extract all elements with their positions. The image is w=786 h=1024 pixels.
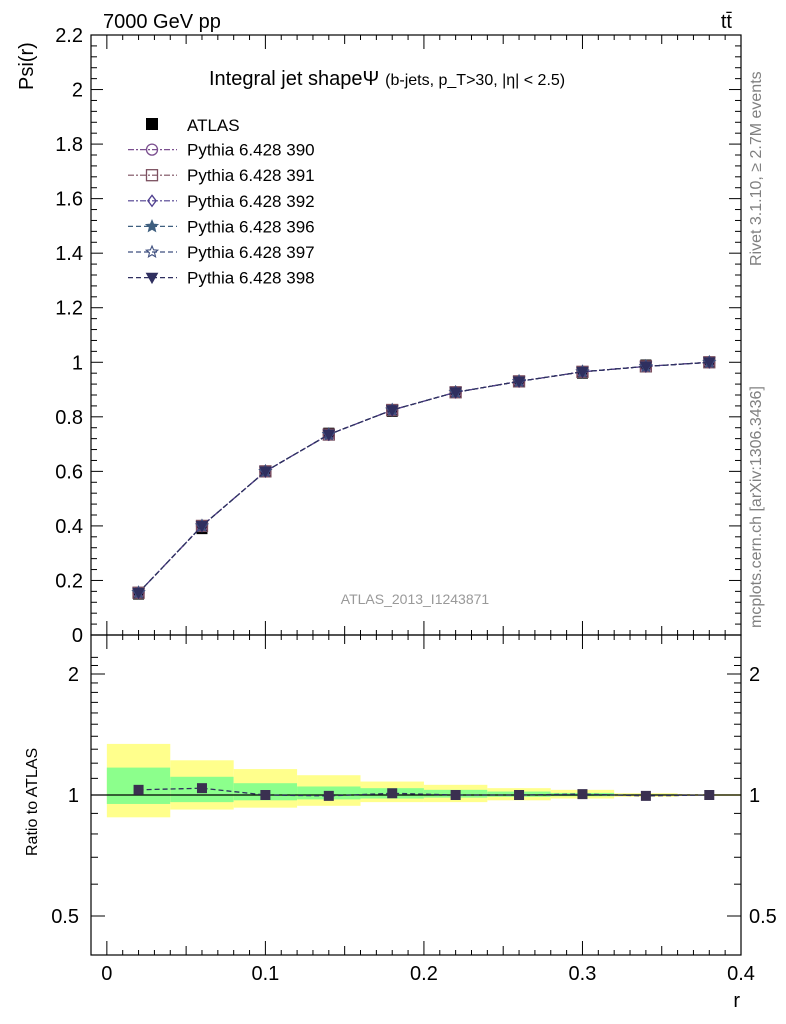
legend-label: Pythia 6.428 391 [187, 166, 315, 185]
legend-marker [147, 194, 157, 208]
y-tick-label: 0.6 [55, 461, 83, 483]
source-label: mcplots.cern.ch [arXiv:1306.3436] [748, 386, 765, 628]
ratio-point [260, 790, 271, 800]
mc-series-marker [576, 366, 589, 379]
x-tick-label: 0 [101, 963, 112, 985]
chart-title-main: Integral jet shapeΨ [209, 68, 379, 90]
ratio-point [514, 790, 525, 800]
x-axis-title: r [733, 990, 740, 1012]
process-label: tt̄ [721, 11, 733, 33]
analysis-watermark: ATLAS_2013_I1243871 [341, 591, 490, 607]
ratio-point [450, 790, 461, 800]
mc-series-line [138, 361, 710, 594]
ratio-point [704, 790, 715, 800]
x-tick-label: 0.3 [569, 963, 597, 985]
x-tick-label: 0.4 [727, 963, 755, 985]
legend-label: Pythia 6.428 396 [187, 217, 315, 236]
legend-marker [145, 272, 159, 285]
y-tick-label: 0.2 [55, 570, 83, 592]
legend-label: Pythia 6.428 390 [187, 141, 315, 160]
mc-series-marker [132, 587, 145, 600]
y-tick-label: 1 [72, 352, 83, 374]
mc-series-marker [639, 361, 653, 373]
legend-label: Pythia 6.428 398 [187, 269, 315, 288]
x-tick-label: 0.2 [410, 963, 438, 985]
ratio-line [138, 787, 710, 797]
ratio-panel-frame [90, 634, 742, 956]
y-tick-label: 0 [72, 625, 83, 647]
rivet-label: Rivet 3.1.10, ≥ 2.7M events [748, 71, 765, 266]
ratio-point [387, 788, 398, 799]
ratio-point [196, 783, 207, 794]
legend-label: Pythia 6.428 392 [187, 192, 315, 211]
mc-series-line [138, 361, 710, 594]
mc-series-marker [385, 405, 399, 417]
chart-title: Integral jet shapeΨ (b-jets, p_T>30, |η| … [209, 68, 565, 90]
mc-series-line [138, 361, 710, 594]
legend-atlas-marker [146, 118, 158, 130]
mc-series-marker [512, 376, 526, 388]
mc-series-marker [449, 387, 462, 399]
ratio-point [577, 789, 588, 800]
y-tick-label: 0.4 [55, 516, 83, 538]
mc-series-line [138, 361, 710, 594]
ratio-point [640, 790, 651, 801]
mc-series-marker [195, 521, 209, 533]
y-axis-title: Psi(r) [16, 42, 38, 90]
y-tick-label: 2.2 [55, 25, 83, 47]
mc-series-marker [259, 466, 272, 478]
main-panel-marks: 0 0.2 0.4 0.6 0.8 1 1.2 1.4 1.6 1.8 2 2.2 [55, 25, 742, 647]
ratio-y-tick-label: 2 [68, 664, 79, 686]
mc-series-marker [702, 357, 716, 369]
ratio-axis-title: Ratio to ATLAS [24, 748, 41, 856]
legend: ATLAS Pythia 6.428 390 Pythia 6.428 391 Pyt… [128, 116, 315, 288]
mc-series-line [138, 361, 710, 594]
ratio-y-tick-label-right: 2 [749, 664, 760, 686]
y-tick-label: 1.2 [55, 298, 83, 320]
ratio-y-tick-label: 1 [68, 785, 79, 807]
x-tick-label: 0.1 [251, 963, 279, 985]
legend-marker [145, 143, 159, 156]
legend-marker [145, 169, 159, 182]
ratio-y-tick-label: 0.5 [51, 906, 79, 928]
mc-series-line [138, 361, 710, 594]
ratio-y-tick-label-right: 1 [749, 785, 760, 807]
legend-marker [144, 218, 160, 233]
y-tick-label: 0.8 [55, 407, 83, 429]
y-tick-label: 2 [72, 80, 83, 102]
energy-label: 7000 GeV pp [103, 11, 221, 33]
mc-series-marker [322, 429, 336, 442]
y-tick-label: 1.6 [55, 189, 83, 211]
ratio-panel-marks: 0 0.1 0.2 0.3 0.4 0.5 0.5 1 1 2 2 [51, 635, 777, 985]
ratio-point [323, 790, 334, 801]
ratio-y-tick-label-right: 0.5 [749, 906, 777, 928]
chart-title-detail: (b-jets, p_T>30, |η| < 2.5) [385, 72, 565, 89]
legend-marker [144, 244, 160, 259]
legend-atlas-label: ATLAS [187, 116, 240, 135]
y-tick-label: 1.4 [55, 243, 83, 265]
y-tick-label: 1.8 [55, 134, 83, 156]
legend-label: Pythia 6.428 397 [187, 243, 315, 262]
ratio-point [133, 784, 144, 795]
